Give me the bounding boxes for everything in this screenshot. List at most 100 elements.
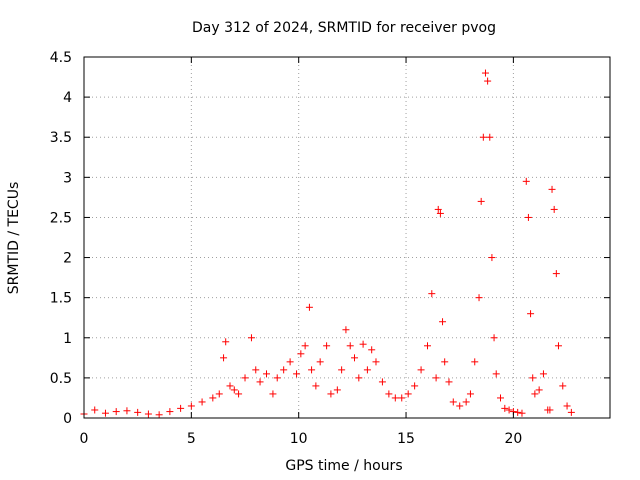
data-point — [323, 342, 331, 350]
data-point — [112, 408, 120, 416]
data-point — [209, 394, 217, 402]
data-point — [524, 213, 532, 221]
data-point — [449, 398, 457, 406]
data-point — [522, 177, 530, 185]
data-point — [256, 378, 264, 386]
x-tick-label: 0 — [80, 431, 89, 447]
data-point — [101, 409, 109, 417]
data-point — [514, 408, 522, 416]
data-point — [247, 334, 255, 342]
data-point — [527, 310, 535, 318]
data-point — [475, 294, 483, 302]
data-point — [417, 366, 425, 374]
data-point — [316, 358, 324, 366]
grid-lines — [84, 57, 610, 418]
data-point — [554, 342, 562, 350]
data-point — [368, 346, 376, 354]
data-point — [235, 390, 243, 398]
data-point — [187, 402, 195, 410]
x-tick-label: 10 — [290, 431, 308, 447]
data-point — [215, 390, 223, 398]
y-tick-label: 1 — [63, 331, 72, 347]
data-point — [372, 358, 380, 366]
data-point — [559, 382, 567, 390]
y-tick-label: 4 — [63, 90, 72, 106]
x-tick-label: 5 — [187, 431, 196, 447]
x-tick-label: 15 — [397, 431, 415, 447]
data-point — [462, 398, 470, 406]
y-tick-label: 1.5 — [50, 291, 72, 307]
data-point — [91, 406, 99, 414]
y-tick-label: 2 — [63, 251, 72, 267]
data-point — [177, 404, 185, 412]
y-tick-label: 2.5 — [50, 210, 72, 226]
data-point — [391, 394, 399, 402]
plot-frame — [83, 56, 611, 419]
data-point — [220, 354, 228, 362]
y-tick-label: 3 — [63, 170, 72, 186]
data-point — [548, 185, 556, 193]
data-point — [378, 378, 386, 386]
data-point — [445, 378, 453, 386]
data-point — [479, 133, 487, 141]
y-tick-label: 0.5 — [50, 371, 72, 387]
data-point — [351, 354, 359, 362]
data-point — [355, 374, 363, 382]
data-point — [144, 410, 152, 418]
data-point — [488, 254, 496, 262]
chart-title: Day 312 of 2024, SRMTID for receiver pvo… — [192, 20, 496, 36]
data-point — [441, 358, 449, 366]
data-point — [252, 366, 260, 374]
data-point — [456, 402, 464, 410]
data-point — [198, 398, 206, 406]
data-point — [346, 342, 354, 350]
data-point — [490, 334, 498, 342]
data-point — [481, 69, 489, 77]
data-point — [359, 340, 367, 348]
data-point — [286, 358, 294, 366]
axis-ticks: 0 5 10 15 20 0 0.5 1 1.5 2 2.5 3 3.5 4 4.5 — [50, 50, 610, 447]
data-point — [529, 374, 537, 382]
data-point — [312, 382, 320, 390]
data-point — [269, 390, 277, 398]
data-point — [411, 382, 419, 390]
data-point — [552, 270, 560, 278]
data-point — [166, 408, 174, 416]
data-point — [436, 209, 444, 217]
data-point — [501, 404, 509, 412]
y-tick-label: 4.5 — [50, 50, 72, 66]
data-point — [327, 390, 335, 398]
x-axis-label: GPS time / hours — [285, 458, 402, 474]
data-point — [439, 318, 447, 326]
data-point — [301, 342, 309, 350]
data-point — [262, 370, 270, 378]
data-point — [546, 406, 554, 414]
data-point — [222, 338, 230, 346]
data-point — [550, 205, 558, 213]
data-point — [428, 290, 436, 298]
data-point — [134, 408, 142, 416]
y-axis-label: SRMTID / TECUs — [6, 182, 22, 295]
data-point — [230, 386, 238, 394]
data-point — [424, 342, 432, 350]
y-tick-label: 3.5 — [50, 130, 72, 146]
data-point — [466, 390, 474, 398]
data-point — [363, 366, 371, 374]
data-point — [497, 394, 505, 402]
data-point — [539, 370, 547, 378]
data-point — [293, 370, 301, 378]
data-point — [492, 370, 500, 378]
data-point — [273, 374, 281, 382]
data-point — [226, 382, 234, 390]
data-point — [563, 402, 571, 410]
data-point — [308, 366, 316, 374]
data-point — [518, 409, 526, 417]
data-point — [398, 394, 406, 402]
data-point — [385, 390, 393, 398]
data-point — [531, 390, 539, 398]
data-point — [434, 205, 442, 213]
data-point — [471, 358, 479, 366]
data-points — [80, 69, 575, 419]
data-point — [123, 407, 131, 415]
data-point — [155, 411, 163, 419]
